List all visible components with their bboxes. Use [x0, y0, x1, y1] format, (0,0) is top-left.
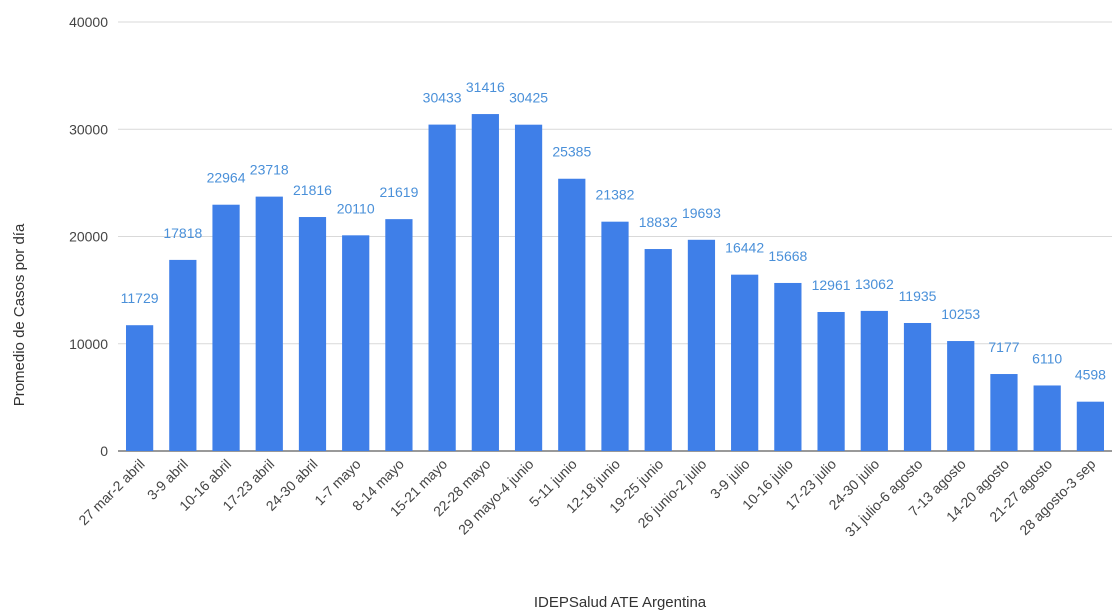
value-label: 19693 [682, 205, 721, 221]
value-label: 25385 [552, 144, 591, 160]
value-label: 16442 [725, 240, 764, 256]
x-axis-title: IDEPSalud ATE Argentina [534, 594, 707, 611]
y-axis-ticks: 0 10000 20000 30000 40000 [69, 14, 108, 459]
bar [774, 282, 802, 451]
bar [817, 311, 845, 451]
value-label: 21382 [596, 187, 635, 203]
y-tick-label: 0 [100, 443, 108, 459]
bar [558, 178, 586, 451]
value-label: 7177 [988, 339, 1019, 355]
value-label: 6110 [1032, 350, 1062, 366]
y-tick-label: 10000 [69, 336, 108, 352]
value-label: 12961 [812, 277, 851, 293]
bar [860, 310, 888, 451]
value-label: 4598 [1075, 367, 1106, 383]
value-label: 11935 [899, 288, 937, 304]
y-tick-label: 20000 [69, 229, 108, 245]
value-label: 21816 [293, 182, 332, 198]
bar [298, 217, 327, 451]
bar [428, 124, 456, 451]
x-category-label: 27 mar-2 abril [75, 456, 147, 528]
bar [1076, 401, 1105, 451]
value-label: 15668 [768, 248, 807, 264]
bar [601, 221, 629, 451]
y-tick-label: 30000 [69, 121, 108, 137]
bar [385, 219, 413, 451]
bars [125, 114, 1105, 452]
x-category-label: 31 julio-6 agosto [842, 456, 926, 540]
bar [125, 325, 154, 451]
value-label: 30433 [423, 90, 462, 106]
bar [731, 274, 759, 451]
bar [514, 124, 543, 452]
value-label: 13062 [855, 276, 894, 292]
x-category-label: 29 mayo-4 junio [455, 456, 537, 538]
x-category-label: 28 agosto-3 sep [1016, 456, 1098, 538]
value-label: 22964 [207, 170, 246, 186]
bar [342, 235, 370, 451]
y-axis-title: Promedio de Casos por día [11, 223, 28, 406]
value-label: 21619 [379, 184, 418, 200]
value-label: 18832 [639, 214, 678, 230]
bar [169, 259, 197, 451]
bar [1033, 385, 1061, 451]
bar [471, 114, 499, 451]
bar [687, 239, 716, 451]
value-label: 23718 [250, 162, 289, 178]
bar [644, 249, 672, 451]
value-label: 31416 [466, 79, 505, 95]
value-label: 20110 [337, 200, 375, 216]
value-label: 30425 [509, 90, 548, 106]
value-label: 17818 [163, 225, 202, 241]
bar [990, 374, 1018, 451]
value-label: 11729 [121, 290, 159, 306]
bar [212, 204, 240, 451]
bar [255, 196, 283, 451]
value-label: 10253 [941, 306, 980, 322]
y-tick-label: 40000 [69, 14, 108, 30]
bar [903, 322, 932, 451]
bar [947, 341, 975, 451]
